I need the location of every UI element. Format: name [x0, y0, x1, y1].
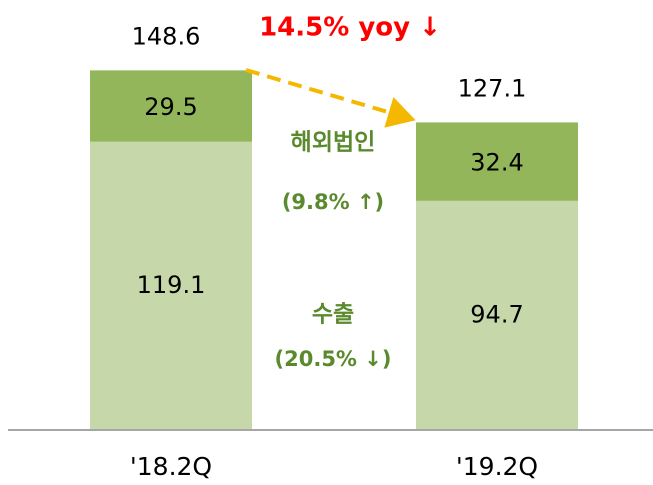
bar-segment — [416, 200, 578, 430]
series-label: 수출 — [312, 302, 354, 328]
value-label: 119.1 — [137, 271, 206, 299]
x-tick-label: '19.2Q — [456, 452, 538, 481]
x-tick-label: '18.2Q — [130, 452, 212, 481]
value-label: 32.4 — [470, 149, 523, 177]
bar-segment — [416, 122, 578, 201]
total-label: 127.1 — [458, 74, 527, 102]
annotation: 14.5% yoy ↓ — [259, 13, 441, 43]
bar-segment — [90, 70, 252, 142]
series-label: 해외법인 — [291, 130, 376, 156]
bar-segment — [90, 141, 252, 430]
trend-arrow — [245, 68, 416, 128]
value-label: 29.5 — [144, 93, 197, 121]
total-label: 148.6 — [132, 22, 201, 50]
annotation: (20.5% ↓) — [275, 347, 392, 371]
value-label: 94.7 — [470, 300, 523, 328]
annotation: (9.8% ↑) — [282, 190, 384, 214]
